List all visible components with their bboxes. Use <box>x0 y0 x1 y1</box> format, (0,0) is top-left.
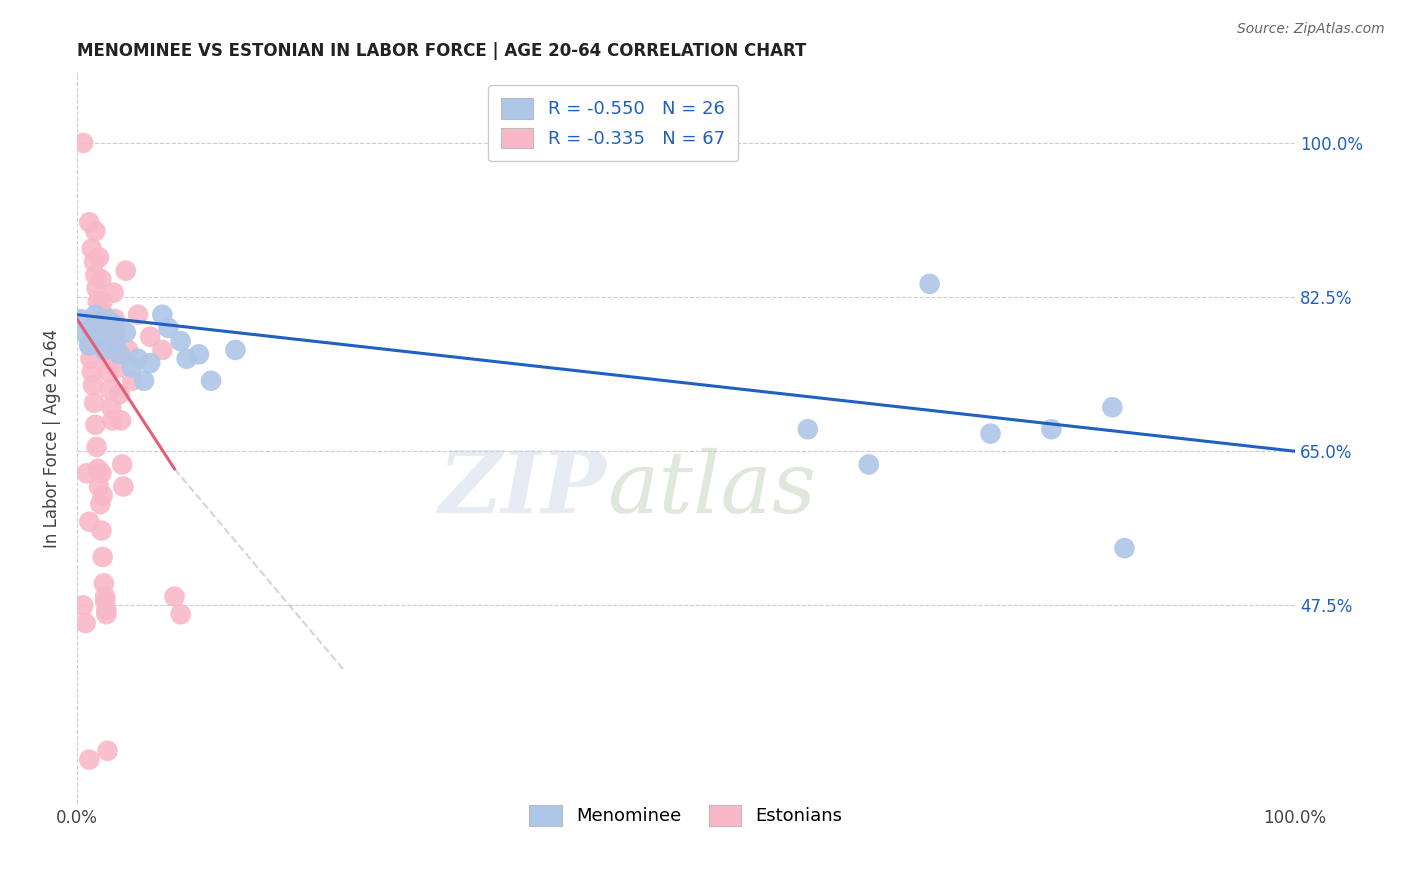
Point <box>150 343 173 357</box>
Text: ZIP: ZIP <box>439 448 607 531</box>
Point <box>79 351 101 366</box>
Point <box>94 594 117 608</box>
Point <box>84 308 107 322</box>
Point <box>83 396 105 410</box>
Point <box>77 338 100 352</box>
Point <box>90 329 112 343</box>
Point <box>77 515 100 529</box>
Point <box>114 263 136 277</box>
Point <box>72 599 94 613</box>
Point <box>163 590 186 604</box>
Y-axis label: In Labor Force | Age 20-64: In Labor Force | Age 20-64 <box>44 328 60 548</box>
Point <box>858 458 880 472</box>
Point <box>86 281 108 295</box>
Point <box>96 312 118 326</box>
Point <box>1040 422 1063 436</box>
Point <box>72 326 94 340</box>
Point <box>75 615 97 630</box>
Point <box>77 753 100 767</box>
Point <box>169 334 191 348</box>
Point <box>89 321 111 335</box>
Point <box>103 285 125 300</box>
Point <box>86 440 108 454</box>
Point <box>90 467 112 481</box>
Point <box>87 294 110 309</box>
Point <box>101 413 124 427</box>
Point <box>96 744 118 758</box>
Point <box>105 334 128 348</box>
Point <box>87 479 110 493</box>
Point <box>797 422 820 436</box>
Point <box>96 603 118 617</box>
Point <box>100 401 122 415</box>
Point <box>89 497 111 511</box>
Point <box>93 308 115 322</box>
Point <box>84 224 107 238</box>
Point <box>1101 401 1123 415</box>
Point <box>132 374 155 388</box>
Legend: Menominee, Estonians: Menominee, Estonians <box>520 796 852 835</box>
Point <box>117 343 139 357</box>
Point <box>91 549 114 564</box>
Point <box>108 387 131 401</box>
Point <box>90 524 112 538</box>
Point <box>91 488 114 502</box>
Point <box>127 351 149 366</box>
Point <box>87 251 110 265</box>
Point <box>93 576 115 591</box>
Point <box>103 317 125 331</box>
Point <box>127 308 149 322</box>
Point <box>110 413 132 427</box>
Point <box>104 312 127 326</box>
Point <box>105 326 128 340</box>
Point <box>97 365 120 379</box>
Point <box>121 374 143 388</box>
Point <box>980 426 1002 441</box>
Point <box>83 255 105 269</box>
Point <box>80 365 103 379</box>
Point <box>77 338 100 352</box>
Point <box>157 321 180 335</box>
Point <box>94 321 117 335</box>
Point <box>84 268 107 282</box>
Point <box>87 308 110 322</box>
Point <box>111 458 134 472</box>
Point <box>77 215 100 229</box>
Point <box>90 272 112 286</box>
Text: atlas: atlas <box>607 448 815 531</box>
Point <box>139 356 162 370</box>
Point <box>187 347 209 361</box>
Point <box>114 326 136 340</box>
Text: Source: ZipAtlas.com: Source: ZipAtlas.com <box>1237 22 1385 37</box>
Point <box>108 347 131 361</box>
Point <box>84 417 107 432</box>
Point <box>200 374 222 388</box>
Point <box>72 136 94 150</box>
Point <box>224 343 246 357</box>
Point <box>169 607 191 622</box>
Point <box>121 360 143 375</box>
Text: MENOMINEE VS ESTONIAN IN LABOR FORCE | AGE 20-64 CORRELATION CHART: MENOMINEE VS ESTONIAN IN LABOR FORCE | A… <box>77 42 807 60</box>
Point <box>87 462 110 476</box>
Point <box>96 334 118 348</box>
Point <box>80 321 103 335</box>
Point <box>112 479 135 493</box>
Point <box>82 378 104 392</box>
Point <box>107 360 129 375</box>
Point <box>1114 541 1136 556</box>
Point <box>94 590 117 604</box>
Point <box>80 242 103 256</box>
Point <box>98 383 121 397</box>
Point <box>76 467 98 481</box>
Point <box>176 351 198 366</box>
Point <box>96 607 118 622</box>
Point <box>69 312 91 326</box>
Point <box>139 329 162 343</box>
Point <box>93 343 115 357</box>
Point <box>91 294 114 309</box>
Point <box>150 308 173 322</box>
Point <box>96 351 118 366</box>
Point <box>918 277 941 291</box>
Point <box>105 343 128 357</box>
